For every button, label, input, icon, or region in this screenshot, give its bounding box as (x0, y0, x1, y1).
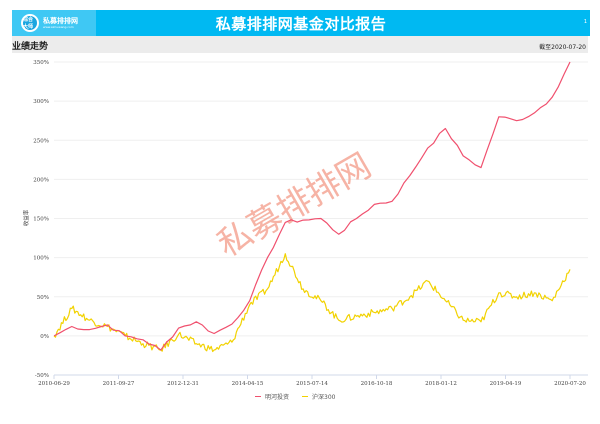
x-tick-label: 2014-04-15 (232, 381, 264, 387)
watermark: 私募排排网 (211, 146, 378, 266)
x-tick-label: 2012-12-31 (167, 381, 199, 387)
logo: 综合大师 私募排排网 www.simuwang.com (12, 10, 96, 36)
y-axis-label: 收益率 (22, 209, 30, 226)
page-number: 1 (583, 19, 587, 25)
x-tick-label: 2018-01-12 (425, 381, 457, 387)
report-title: 私募排排网基金对比报告 (215, 15, 387, 33)
fund-line (53, 61, 571, 351)
y-tick-label: 250% (33, 138, 49, 144)
x-tick-label: 2015-07-14 (296, 381, 328, 387)
logo-name: 私募排排网 (43, 16, 78, 25)
legend-swatch-fund (255, 395, 261, 398)
logo-badge-icon: 综合大师 (21, 14, 39, 32)
section-bar: 业绩走势 截至2020-07-20 (12, 36, 588, 53)
x-tick-label: 2019-04-19 (490, 381, 522, 387)
y-tick-label: 150% (33, 217, 49, 223)
y-tick-label: 0% (40, 334, 49, 340)
y-tick-label: 50% (37, 295, 49, 301)
y-tick-label: -50% (35, 373, 49, 379)
report-header: 综合大师 私募排排网 www.simuwang.com 私募排排网基金对比报告 … (12, 10, 590, 36)
y-tick-label: 300% (33, 99, 49, 105)
x-tick-label: 2020-07-20 (554, 381, 586, 387)
as-of-date: 截至2020-07-20 (539, 44, 586, 51)
legend-item-index[interactable]: 沪深300 (302, 392, 335, 401)
section-title: 业绩走势 (12, 42, 49, 52)
x-tick-label: 2010-06-29 (38, 381, 70, 387)
y-tick-label: 100% (33, 256, 49, 262)
legend-item-fund[interactable]: 明河投资 (255, 392, 289, 401)
legend-label-index: 沪深300 (312, 394, 336, 401)
legend-swatch-index (302, 395, 308, 398)
legend-label-fund: 明河投资 (265, 394, 290, 401)
x-tick-label: 2011-09-27 (103, 381, 135, 387)
y-tick-label: 200% (33, 177, 49, 183)
y-tick-label: 350% (33, 60, 49, 66)
x-tick-label: 2016-10-18 (361, 381, 393, 387)
logo-url: www.simuwang.com (43, 24, 74, 29)
chart-legend: 明河投资 沪深300 (0, 392, 600, 404)
index-line (53, 253, 571, 353)
